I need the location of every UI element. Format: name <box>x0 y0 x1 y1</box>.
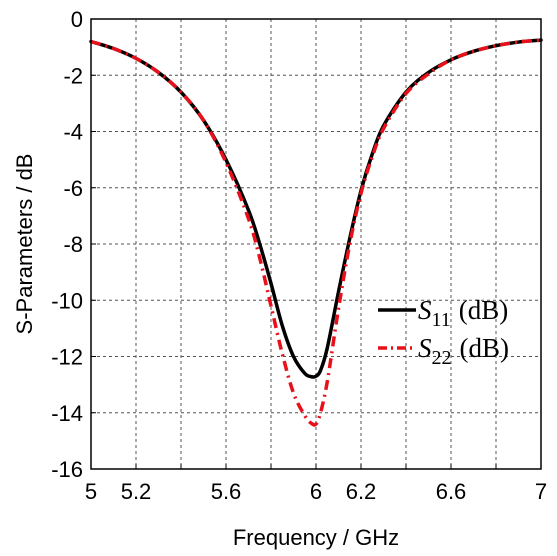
x-tick-label: 5.6 <box>211 479 242 504</box>
y-tick-label: -12 <box>51 345 83 370</box>
legend-label-s11: S11 (dB) <box>418 295 508 331</box>
y-tick-label: -14 <box>51 401 83 426</box>
legend-label-s22: S22 (dB) <box>418 333 509 369</box>
x-tick-label: 6.2 <box>346 479 377 504</box>
y-tick-label: -6 <box>63 176 83 201</box>
x-tick-label: 5 <box>85 479 97 504</box>
y-tick-label: -16 <box>51 457 83 482</box>
grid-layer <box>91 19 541 469</box>
y-tick-label: -2 <box>63 63 83 88</box>
plot-frame <box>90 18 542 470</box>
x-tick-labels: 5 5.2 5.6 6 6.2 6.6 7 <box>85 479 547 504</box>
y-tick-label: -10 <box>51 288 83 313</box>
legend: S11 (dB)S22 (dB) <box>378 295 509 369</box>
x-tick-label: 6 <box>310 479 322 504</box>
y-tick-label: -8 <box>63 232 83 257</box>
series-line-s11 <box>89 38 543 379</box>
y-tick-label: 0 <box>71 7 83 32</box>
x-tick-label: 6.6 <box>436 479 467 504</box>
x-axis-label: Frequency / GHz <box>233 525 399 550</box>
y-tick-label: -4 <box>63 120 83 145</box>
y-tick-labels: 0 -2 -4 -6 -8 -10 -12 -14 -16 <box>51 7 83 482</box>
series-line-s22 <box>90 38 542 427</box>
x-tick-label: 5.2 <box>121 479 152 504</box>
series-layer <box>89 38 543 427</box>
x-tick-label: 7 <box>535 479 547 504</box>
y-axis-label: S-Parameters / dB <box>12 154 37 335</box>
